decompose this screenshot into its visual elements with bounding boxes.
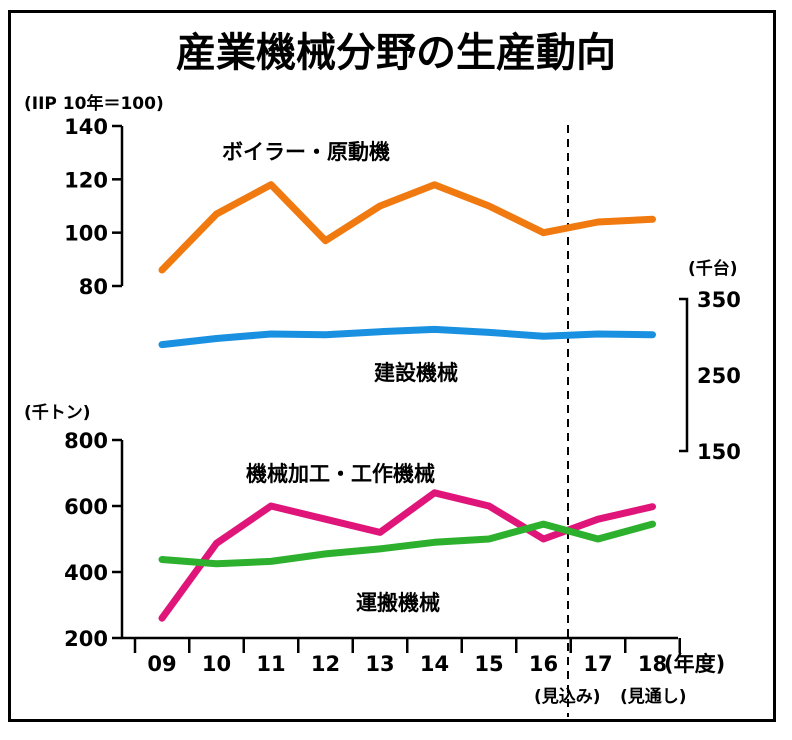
- series-line: [158, 520, 656, 568]
- chart-frame: [8, 10, 776, 722]
- y-tick-label: 120: [64, 168, 108, 192]
- x-tick-label: 09: [147, 652, 176, 676]
- y-tick-label: 250: [697, 364, 741, 388]
- series-line: [158, 325, 656, 349]
- forecast-label-estimate: (見込み): [534, 687, 601, 707]
- y-tick-label: 600: [64, 495, 108, 519]
- axis-labels: 09 10 11 12 13 14 15 16 17 18 80 100 120 140 150 250 350…: [64, 115, 741, 676]
- x-tick-label: 10: [202, 652, 231, 676]
- x-tick-label: 17: [583, 652, 612, 676]
- series-label-construction: 建設機械: [374, 361, 458, 385]
- x-tick-label: 11: [256, 652, 285, 676]
- x-tick-label: 18: [638, 652, 667, 676]
- series-label-boiler: ボイラー・原動機: [222, 140, 390, 164]
- y-tick-label: 400: [64, 561, 108, 585]
- series-label-machine-tools: 機械加工・工作機械: [246, 462, 435, 486]
- x-tick-label: 13: [365, 652, 394, 676]
- y-tick-label: 80: [79, 275, 108, 299]
- series-label-material-handling: 運搬機械: [356, 591, 440, 615]
- series-lines: [158, 181, 656, 622]
- y-tick-label: 350: [697, 288, 741, 312]
- forecast-label-outlook: (見通し): [620, 687, 687, 707]
- x-tick-label: 15: [474, 652, 503, 676]
- y-tick-label: 100: [64, 222, 108, 246]
- axis-ticks: [112, 124, 681, 653]
- top-unit-label: (IIP 10年＝100): [24, 93, 164, 114]
- middle-y-axis: [679, 297, 689, 453]
- y-tick-label: 140: [64, 115, 108, 139]
- x-tick-label: 14: [420, 652, 449, 676]
- series-line: [158, 181, 656, 274]
- x-tick-label: 12: [311, 652, 340, 676]
- y-tick-label: 200: [64, 627, 108, 651]
- y-tick-label: 150: [697, 440, 741, 464]
- x-unit-label: (年度): [664, 652, 725, 676]
- y-tick-label: 800: [64, 429, 108, 453]
- bottom-unit-label: (千トン): [24, 403, 91, 423]
- middle-unit-label: (千台): [688, 258, 738, 279]
- x-tick-label: 16: [529, 652, 558, 676]
- chart-title: 産業機械分野の生産動向: [176, 30, 616, 76]
